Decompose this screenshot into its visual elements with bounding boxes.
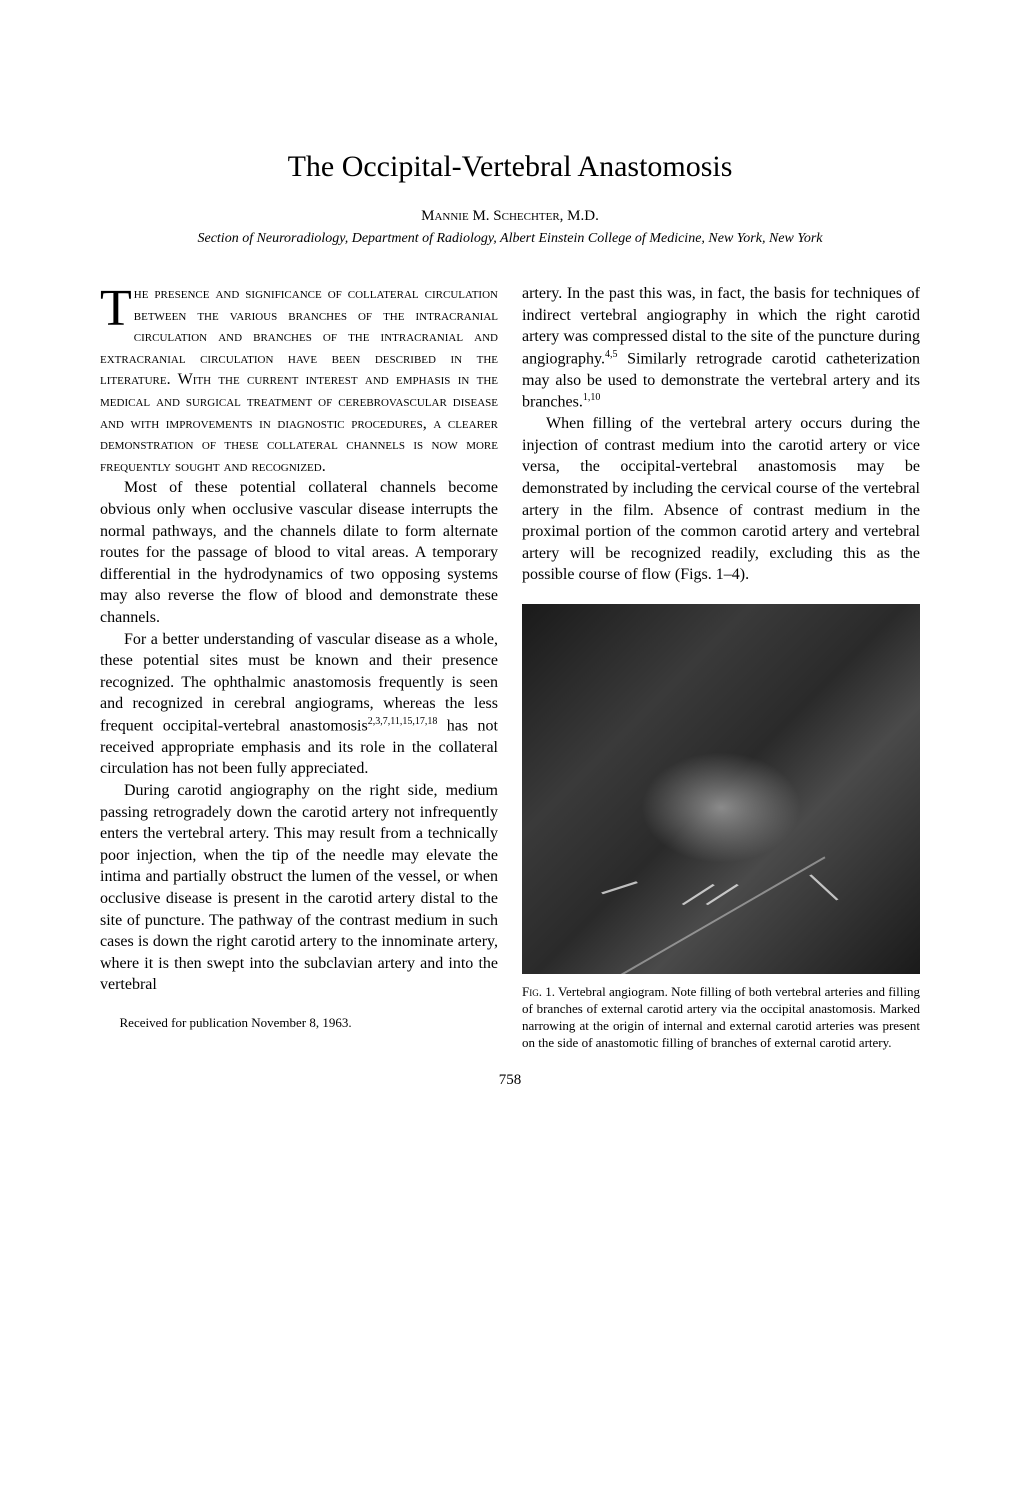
author-name: Mannie M. Schechter, M.D. — [100, 208, 920, 225]
article-title: The Occipital-Vertebral Anastomosis — [100, 150, 920, 184]
arrow-icon: ╲ — [810, 868, 839, 909]
arrow-icon: ╱ — [599, 869, 638, 908]
article-body: The presence and significance of collate… — [100, 283, 920, 1052]
citation-sup-1: 2,3,7,11,15,17,18 — [368, 716, 438, 727]
author-affiliation: Section of Neuroradiology, Department of… — [100, 231, 920, 247]
citation-sup-3: 1,10 — [583, 392, 601, 403]
figure-1: ╱ ╱ ╱ ╲ Fig. 1. Vertebral angiogram. Not… — [522, 604, 920, 1052]
right-column: artery. In the past this was, in fact, t… — [522, 283, 920, 1052]
page-number: 758 — [100, 1072, 920, 1089]
paragraph-5: artery. In the past this was, in fact, t… — [522, 283, 920, 413]
dropcap-letter: T — [100, 283, 134, 331]
received-date: Received for publication November 8, 196… — [100, 1014, 498, 1032]
left-column: The presence and significance of collate… — [100, 283, 498, 1052]
paragraph-2: Most of these potential collateral chann… — [100, 477, 498, 628]
citation-sup-2: 4,5 — [605, 349, 618, 360]
paragraph-4: During carotid angiography on the right … — [100, 780, 498, 996]
paragraph-3: For a better understanding of vascular d… — [100, 629, 498, 780]
paragraph-1-text: he presence and significance of collater… — [100, 285, 498, 475]
paragraph-6: When filling of the vertebral artery occ… — [522, 413, 920, 586]
figure-label: Fig. 1. — [522, 984, 555, 999]
figure-1-caption: Fig. 1. Vertebral angiogram. Note fillin… — [522, 984, 920, 1052]
paragraph-1: The presence and significance of collate… — [100, 283, 498, 477]
figure-caption-text: Vertebral angiogram. Note filling of bot… — [522, 984, 920, 1050]
figure-1-image: ╱ ╱ ╱ ╲ — [522, 604, 920, 974]
